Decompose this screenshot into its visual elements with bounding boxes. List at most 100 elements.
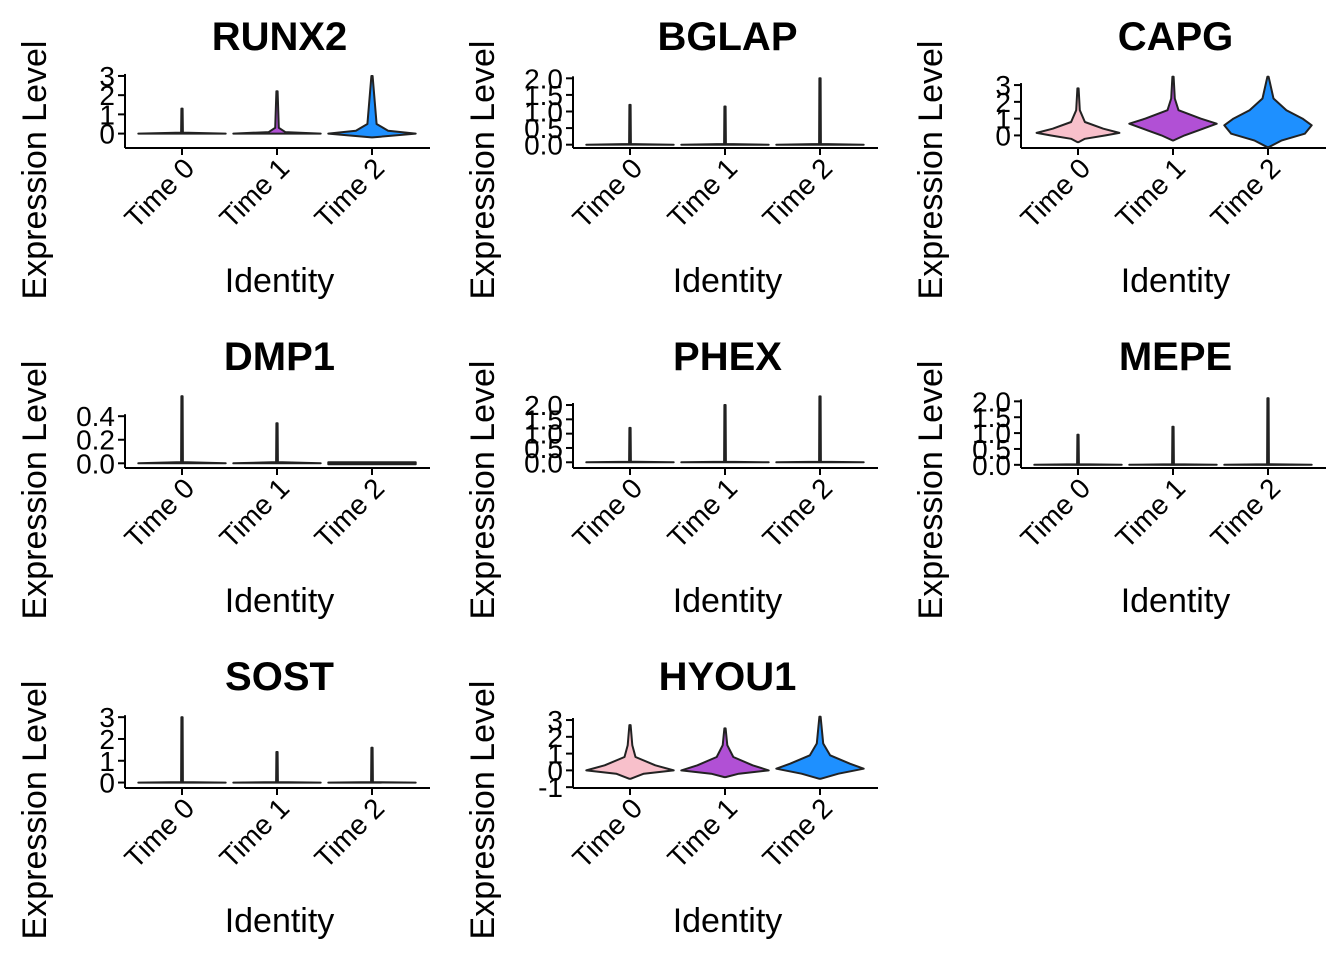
y-tick-label: 2 [99, 80, 115, 111]
y-tick-label: 0 [547, 755, 563, 786]
y-tick-label: 0.0 [524, 130, 563, 161]
y-tick-label: 0.0 [76, 448, 115, 479]
x-tick-label: Time 0 [119, 472, 201, 554]
x-tick-label: Time 1 [662, 152, 744, 234]
chart-panel-dmp1: DMP1 Expression Level Identity 0.00.20.4 Tim… [16, 335, 430, 620]
y-tick-label: 3 [995, 70, 1011, 101]
x-tick-label: Time 0 [1015, 472, 1097, 554]
x-tick-label: Time 1 [662, 792, 744, 874]
violin-time-2 [775, 395, 865, 464]
violin-time-0 [137, 395, 227, 465]
x-tick-label: Time 0 [119, 792, 201, 874]
violin-time-0 [585, 426, 675, 464]
x-tick-label: Time 1 [214, 472, 296, 554]
panel-title: DMP1 [224, 335, 335, 379]
violin-time-0 [137, 716, 227, 784]
violin-time-2 [327, 74, 417, 139]
y-tick-label: 0.5 [524, 113, 563, 144]
y-tick-label: 0.0 [524, 447, 563, 478]
x-tick-label: Time 2 [757, 152, 839, 234]
panel-title: MEPE [1119, 335, 1232, 379]
y-axis-label: Expression Level [912, 41, 950, 300]
y-tick-label: 0.0 [972, 450, 1011, 481]
panel-title: CAPG [1118, 15, 1234, 59]
x-tick-label: Time 2 [309, 152, 391, 234]
y-tick-label: 2.0 [972, 386, 1011, 417]
violin-time-0 [585, 103, 675, 146]
y-tick-label: 1 [99, 99, 115, 130]
chart-panel-phex: PHEX Expression Level Identity 0.00.51.01.5… [464, 335, 878, 620]
panel-title: BGLAP [658, 15, 798, 59]
y-tick-label: 0.2 [76, 425, 115, 456]
y-axis-label: Expression Level [464, 361, 502, 620]
violin-time-2 [327, 461, 417, 466]
violin-time-1 [232, 90, 322, 135]
x-tick-label: Time 2 [757, 792, 839, 874]
x-axis-label: Identity [1121, 262, 1231, 300]
x-axis-label: Identity [673, 582, 783, 620]
x-axis-label: Identity [225, 902, 335, 940]
panel-title: SOST [225, 655, 334, 699]
y-tick-label: 1.0 [524, 419, 563, 450]
x-tick-label: Time 1 [214, 792, 296, 874]
y-tick-label: 0.5 [972, 434, 1011, 465]
violin-time-1 [1128, 425, 1218, 466]
x-tick-label: Time 2 [1205, 472, 1287, 554]
y-tick-label: 1 [995, 104, 1011, 135]
y-tick-label: 1.0 [972, 418, 1011, 449]
x-tick-label: Time 1 [1110, 152, 1192, 234]
violin-time-2 [327, 746, 417, 784]
violin-time-0 [1035, 87, 1121, 144]
y-tick-label: 0 [99, 119, 115, 150]
y-tick-label: 2.0 [524, 63, 563, 94]
x-axis-label: Identity [225, 582, 335, 620]
x-axis-label: Identity [1121, 582, 1231, 620]
violin-time-0 [585, 724, 675, 780]
y-tick-label: 0.4 [76, 401, 115, 432]
x-tick-label: Time 0 [1015, 152, 1097, 234]
y-axis-label: Expression Level [464, 41, 502, 300]
violin-time-1 [1128, 75, 1218, 142]
violin-time-2 [1223, 75, 1313, 149]
x-tick-label: Time 0 [119, 152, 201, 234]
y-tick-label: -1 [538, 772, 563, 803]
y-tick-label: 1 [547, 739, 563, 770]
x-axis-label: Identity [673, 902, 783, 940]
y-tick-label: 0 [99, 768, 115, 799]
y-tick-label: 2 [99, 724, 115, 755]
x-tick-label: Time 0 [567, 152, 649, 234]
x-tick-label: Time 0 [567, 472, 649, 554]
y-tick-label: 2.0 [524, 390, 563, 421]
panel-title: PHEX [673, 335, 782, 379]
violin-time-2 [775, 77, 865, 146]
y-axis-label: Expression Level [464, 681, 502, 940]
y-tick-label: 0.5 [524, 433, 563, 464]
violin-time-1 [232, 422, 322, 465]
y-tick-label: 3 [99, 702, 115, 733]
x-tick-label: Time 2 [757, 472, 839, 554]
violin-time-1 [680, 727, 770, 779]
y-tick-label: 1 [99, 746, 115, 777]
y-axis-label: Expression Level [16, 361, 54, 620]
y-axis-label: Expression Level [16, 41, 54, 300]
violin-time-2 [775, 715, 865, 780]
x-axis-label: Identity [673, 262, 783, 300]
y-axis-label: Expression Level [16, 681, 54, 940]
y-tick-label: 0 [995, 120, 1011, 151]
y-tick-label: 2 [547, 722, 563, 753]
panel-title: RUNX2 [212, 15, 348, 59]
y-tick-label: 1.5 [972, 402, 1011, 433]
x-tick-label: Time 2 [1205, 152, 1287, 234]
y-tick-label: 1.5 [524, 80, 563, 111]
y-tick-label: 1.0 [524, 97, 563, 128]
y-tick-label: 3 [547, 705, 563, 736]
x-tick-label: Time 1 [662, 472, 744, 554]
x-axis-label: Identity [225, 262, 335, 300]
chart-panel-bglap: BGLAP Expression Level Identity 0.00.51.01.… [464, 15, 878, 300]
y-tick-label: 2 [995, 87, 1011, 118]
y-tick-label: 3 [99, 61, 115, 92]
